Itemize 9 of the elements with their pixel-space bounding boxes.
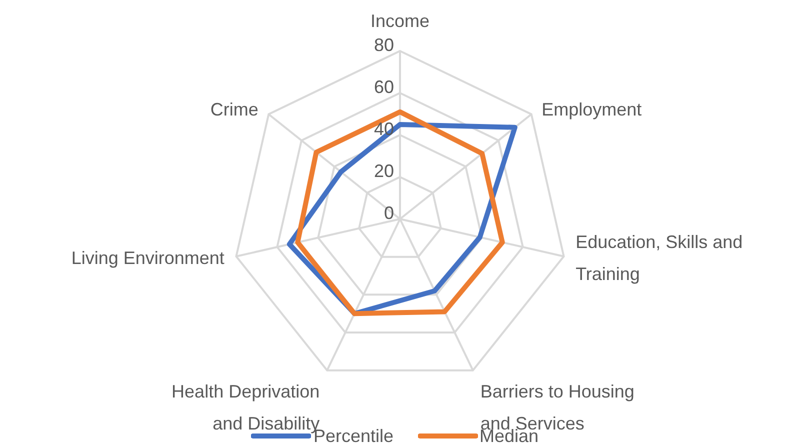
spoke-label: Income	[370, 11, 430, 31]
spoke-label: Education, Skills and Training	[576, 232, 743, 284]
y-tick-label: 60	[374, 77, 394, 97]
spoke-label: Employment	[542, 99, 642, 120]
y-tick-label: 0	[384, 203, 394, 223]
spoke-label: Crime	[210, 99, 258, 120]
y-tick-label: 20	[374, 161, 394, 181]
spoke-label: Living Environment	[71, 248, 224, 268]
y-tick-label: 80	[374, 35, 394, 55]
